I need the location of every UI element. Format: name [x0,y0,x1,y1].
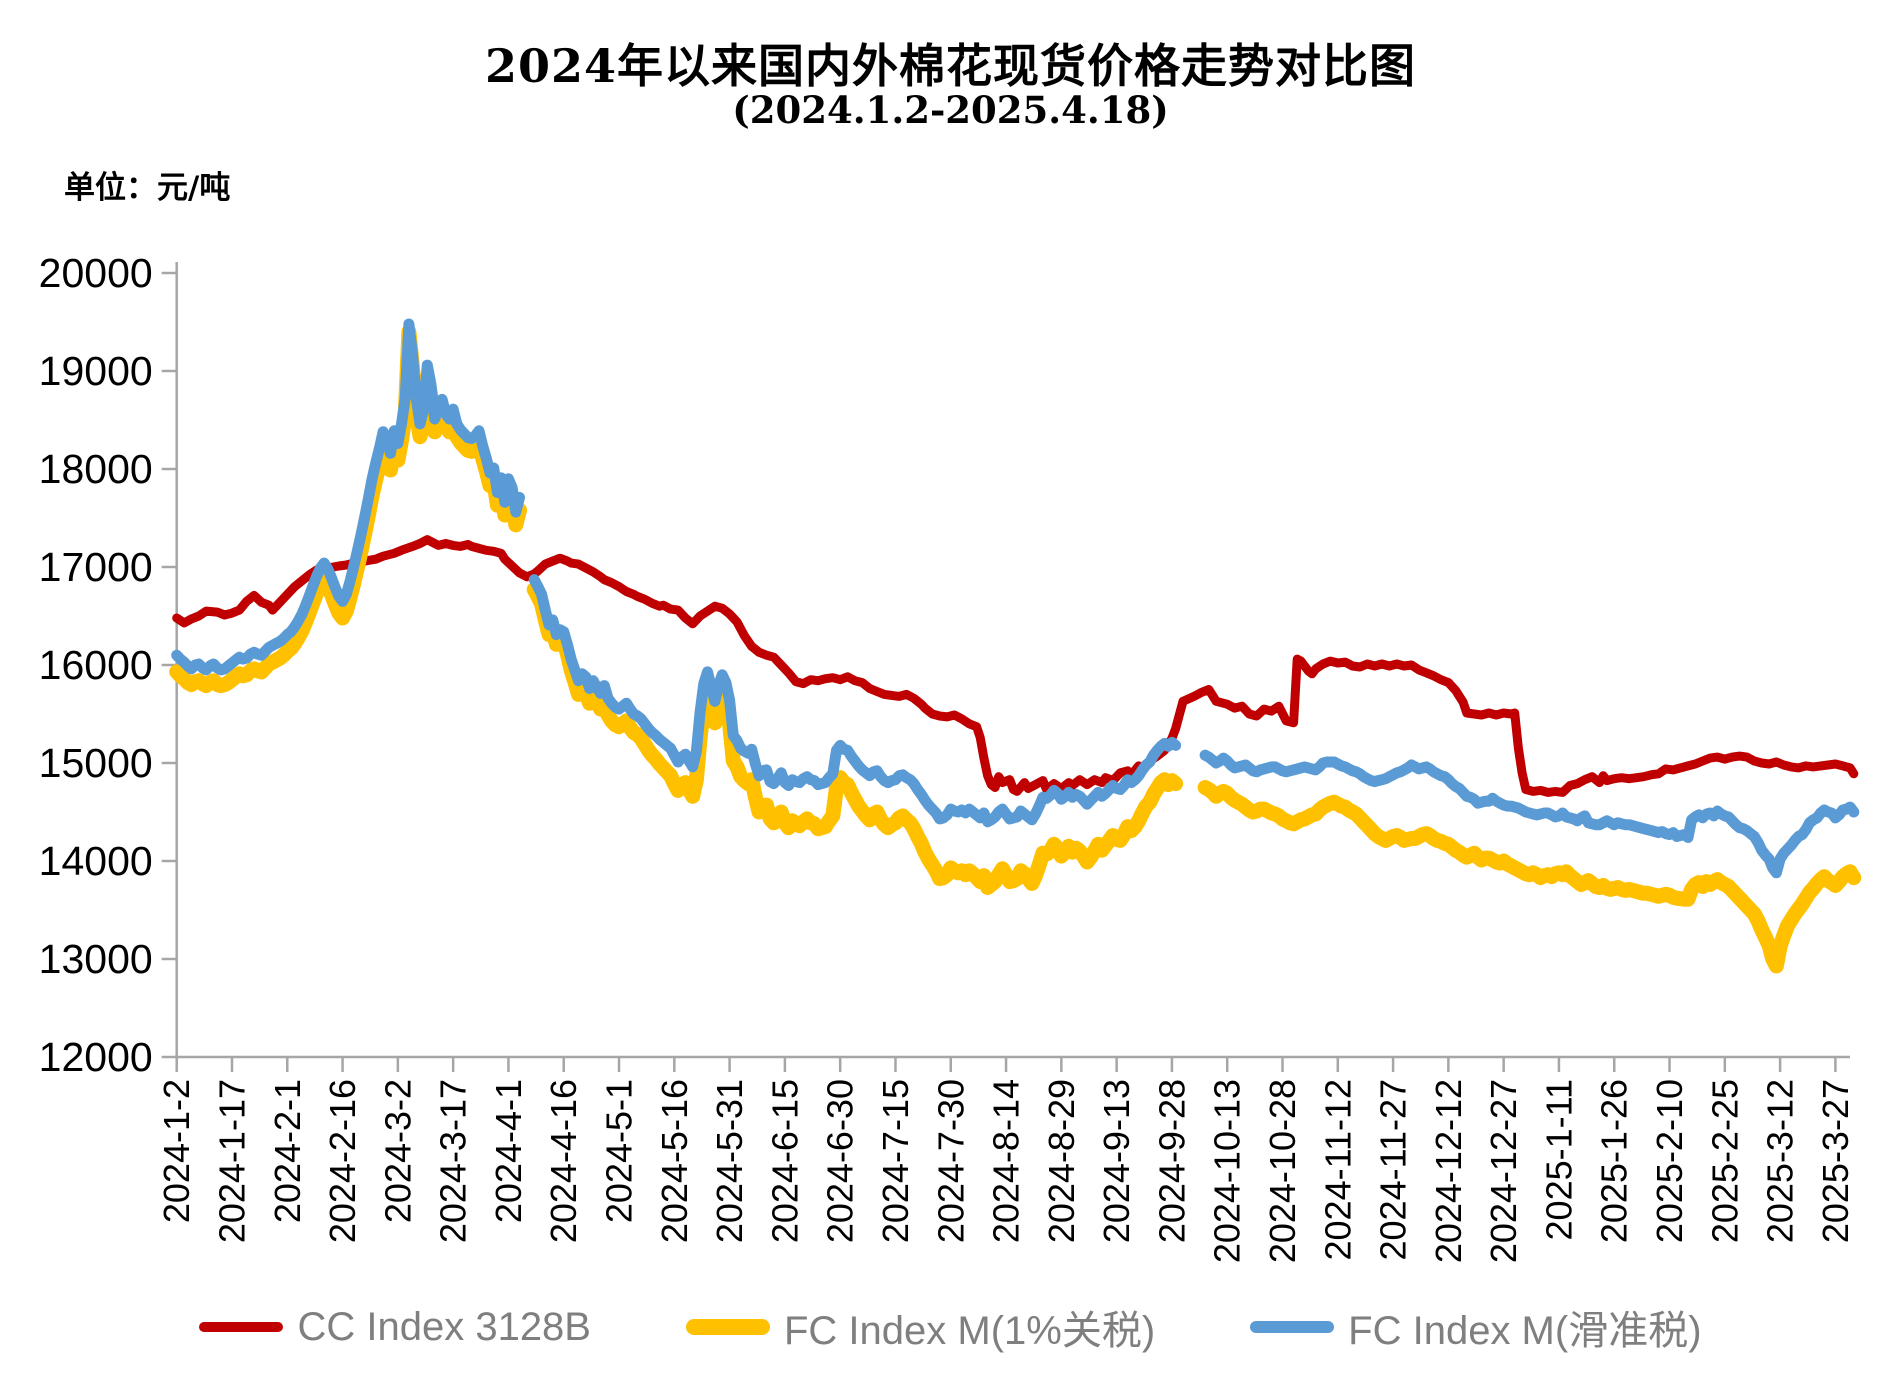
y-tick-label: 13000 [39,936,153,982]
y-tick-label: 16000 [39,642,153,688]
x-tick-label: 2025-2-10 [1649,1079,1690,1243]
y-tick-label: 19000 [39,348,153,394]
x-tick-label: 2024-7-30 [930,1079,971,1243]
x-tick-label: 2024-2-1 [267,1079,308,1223]
fc-index-1pct-line-swatch [685,1319,770,1335]
y-tick-label: 15000 [39,740,153,786]
x-tick-label: 2024-11-12 [1317,1079,1358,1260]
legend-entry-cc-index: CC Index 3128B [199,1305,591,1350]
x-tick-label: 2024-12-27 [1483,1079,1524,1263]
y-tick-label: 18000 [39,446,153,492]
series-line-fc-index-m- [171,318,525,676]
series-line-fc-index-m- [1199,749,1860,879]
x-tick-label: 2024-7-15 [875,1079,916,1243]
x-tick-label: 2024-4-1 [488,1079,529,1223]
x-tick-label: 2024-6-30 [820,1079,861,1243]
x-tick-label: 2024-10-28 [1262,1079,1303,1263]
x-tick-label: 2024-12-12 [1428,1079,1469,1263]
x-tick-label: 2024-9-13 [1096,1079,1137,1243]
x-tick-label: 2024-8-14 [986,1079,1027,1243]
series-line-fc-index-m-1- [526,582,1184,895]
fc-index-sliding-line-swatch [1250,1321,1335,1333]
x-tick-label: 2024-2-16 [322,1079,363,1243]
y-tick-label: 20000 [39,250,153,296]
x-tick-label: 2024-11-27 [1373,1079,1414,1260]
x-tick-label: 2025-3-12 [1760,1079,1801,1243]
x-tick-label: 2024-5-16 [654,1079,695,1243]
x-tick-label: 2024-5-31 [709,1079,750,1243]
x-tick-label: 2024-3-17 [433,1079,474,1243]
x-tick-label: 2025-1-26 [1594,1079,1635,1243]
series-line-cc-index-3128b [172,535,1859,797]
x-tick-label: 2024-4-16 [543,1079,584,1243]
chart-title: 2024年以来国内外棉花现货价格走势对比图 [484,39,1417,93]
x-tick-label: 2024-6-15 [764,1079,805,1243]
legend-label-fc-index-sliding: FC Index M(滑准税) [1348,1309,1702,1353]
cc-index-line-swatch [199,1322,284,1332]
x-tick-label: 2024-5-1 [599,1079,640,1223]
y-tick-label: 17000 [39,544,153,590]
y-axis-unit-label: 单位：元/吨 [64,170,231,206]
series-line-fc-index-m-1- [1197,780,1862,974]
x-tick-label: 2024-10-13 [1207,1079,1248,1263]
chart-subtitle: (2024.1.2-2025.4.18) [732,88,1169,132]
x-tick-label: 2024-1-17 [211,1079,252,1243]
x-tick-label: 2025-3-27 [1815,1079,1856,1243]
legend-label-fc-index-1pct: FC Index M(1%关税) [783,1309,1156,1353]
x-tick-label: 2025-2-25 [1704,1079,1745,1243]
legend-label-cc-index: CC Index 3128B [297,1304,591,1349]
y-tick-label: 12000 [39,1034,153,1080]
legend-entry-fc-index-sliding: FC Index M(滑准税) [1250,1298,1702,1356]
x-tick-label: 2025-1-11 [1538,1079,1579,1240]
y-tick-label: 14000 [39,838,153,884]
x-tick-label: 2024-1-2 [156,1079,197,1223]
legend-entry-fc-index-1pct: FC Index M(1%关税) [685,1298,1156,1356]
series-line-fc-index-m-1- [169,324,527,694]
x-tick-label: 2024-8-29 [1041,1079,1082,1243]
x-tick-label: 2024-9-28 [1151,1079,1192,1243]
legend: CC Index 3128B FC Index M(1%关税) FC Index… [0,1298,1901,1356]
series-line-fc-index-m- [528,574,1182,828]
x-tick-label: 2024-3-2 [377,1079,418,1223]
